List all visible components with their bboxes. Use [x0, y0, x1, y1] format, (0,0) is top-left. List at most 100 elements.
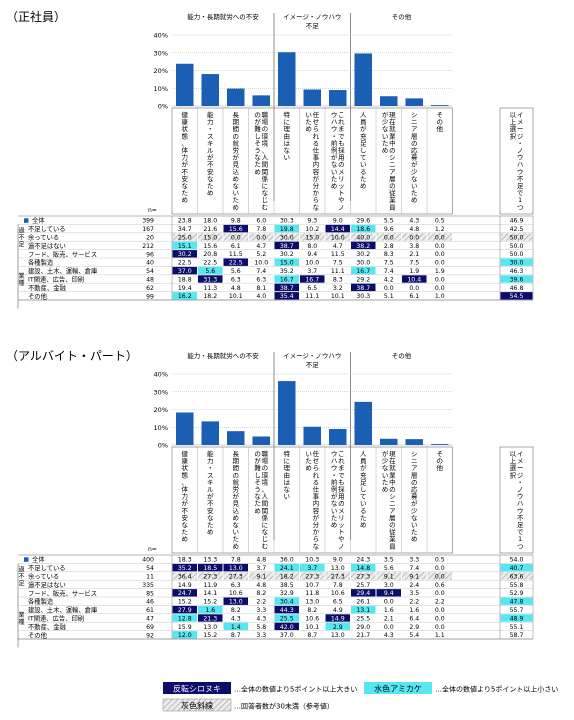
- category-label-char: ル: [207, 486, 214, 494]
- cell-highlight-high: [351, 589, 376, 597]
- category-label-char: な: [411, 514, 418, 522]
- category-label-char: 事: [313, 153, 320, 162]
- category-label-char: に: [262, 521, 269, 529]
- category-label-char: ウ: [331, 111, 338, 119]
- table-cell: 34.7: [178, 226, 192, 233]
- bar-9: [405, 98, 423, 106]
- category-label-char: な: [262, 189, 269, 197]
- category-label-char: 内: [313, 499, 320, 508]
- table-cell: 15.2: [178, 599, 192, 606]
- category-label-char: 員: [360, 118, 367, 126]
- table-cell: 13.0: [229, 599, 243, 606]
- category-label-char: は: [284, 139, 291, 147]
- table-cell: 8.3: [384, 251, 394, 258]
- category-label-char: 上: [510, 117, 517, 126]
- n-label: n=: [148, 207, 157, 214]
- table-row-label: 過不足はない: [28, 241, 66, 250]
- category-label-char: め: [331, 521, 338, 529]
- category-label-char: シ: [411, 450, 418, 458]
- category-label-char: め: [182, 535, 189, 543]
- row-group-label-char: 不: [18, 574, 24, 581]
- category-label-char: め: [254, 507, 261, 515]
- table-cell: 6.5: [333, 599, 343, 606]
- category-label-char: 力: [207, 456, 214, 465]
- table-cell: 50.0: [510, 251, 524, 258]
- category-label-char: ア: [389, 168, 396, 176]
- category-label-char: の: [233, 471, 240, 479]
- row-group-label-char: 業: [18, 611, 24, 619]
- bar-4: [278, 381, 296, 445]
- category-label-char: 境: [262, 138, 269, 147]
- legend: 反転シロヌキ …全体の数値より5ポイント以上大きい 水色アミカケ …全体の数値よ…: [162, 682, 558, 712]
- table-cell: 9.6: [384, 226, 394, 233]
- category-label-char: に: [284, 457, 291, 465]
- category-label-char: が: [313, 174, 320, 183]
- table-cell: 4.3: [231, 615, 241, 622]
- bar-5: [303, 89, 321, 106]
- bar-7: [354, 401, 372, 445]
- category-label-char: が: [207, 153, 214, 162]
- cell-highlight-high: [274, 605, 299, 614]
- category-label-char: 前: [331, 138, 338, 147]
- table-cell: 15.9: [178, 624, 192, 631]
- category-label-char: 従: [389, 188, 396, 197]
- category-label-char: ウ: [517, 168, 524, 176]
- table-cell: 1.6: [205, 607, 215, 614]
- table-cell: 3.5: [409, 590, 419, 597]
- cell-highlight-low: [172, 631, 197, 639]
- category-label-char: た: [254, 161, 261, 169]
- cell-highlight-low: [274, 597, 299, 605]
- table-cell: 31.3: [203, 276, 217, 283]
- category-label-char: の: [254, 450, 261, 458]
- table-cell: 55.1: [510, 624, 524, 631]
- table-row-n: 46: [146, 599, 154, 606]
- table-cell: 2.9: [333, 624, 343, 631]
- table-cell: 9.8: [231, 218, 241, 225]
- table-cell: 18.3: [178, 557, 192, 564]
- table-cell: 30.3: [356, 293, 370, 300]
- table-cell: 5.5: [384, 218, 394, 225]
- table-cell: 13.0: [331, 565, 345, 572]
- table-cell: 10.7: [305, 582, 319, 589]
- table-cell: 6.3: [256, 276, 266, 283]
- category-box: [171, 107, 453, 215]
- category-label-char: 応: [411, 485, 418, 494]
- y-tick-label: 20%: [154, 406, 168, 414]
- table-cell: 30.0: [510, 260, 524, 267]
- cell-highlight-high: [198, 275, 223, 283]
- category-label-char: の: [262, 464, 269, 472]
- category-label-char: 充: [360, 470, 367, 479]
- cell-highlight-high: [274, 283, 299, 292]
- table-cell: 47.8: [510, 599, 524, 606]
- table-cell: 1.0: [435, 293, 445, 300]
- table-row-n: 62: [146, 285, 154, 292]
- table-cell: 22.5: [229, 260, 243, 267]
- category-label-char: 在: [389, 456, 396, 465]
- category-label-char: 関: [262, 507, 269, 515]
- category-label-char: 例: [331, 485, 338, 494]
- category-label-char: ジ: [517, 132, 524, 140]
- table-cell: 1.9: [435, 268, 445, 275]
- category-label-char: 状: [182, 463, 189, 472]
- table-row-label: 建設、土木、運輸、倉庫: [28, 266, 98, 275]
- category-label-char: ハ: [517, 500, 524, 508]
- table-cell: 0.0: [435, 565, 445, 572]
- category-label-char: め: [305, 464, 312, 472]
- category-label-char: の: [233, 132, 240, 140]
- category-label-char: じ: [262, 535, 269, 543]
- table-cell: 4.8: [409, 226, 419, 233]
- table-cell: 8.2: [256, 590, 266, 597]
- cell-highlight-low: [500, 275, 533, 283]
- n-label: n=: [148, 546, 157, 553]
- category-label-char: 少: [382, 118, 389, 126]
- table-cell: 46.9: [510, 218, 524, 225]
- category-label-char: 環: [262, 471, 269, 479]
- table-row-label: 各種製造: [28, 597, 54, 606]
- category-label-char: た: [382, 139, 389, 147]
- table-cell: 1.6: [384, 607, 394, 614]
- category-label-char: 中: [389, 477, 396, 486]
- bar-3: [252, 95, 270, 106]
- category-label-char: 就: [389, 463, 396, 472]
- table-cell: 40.0: [356, 234, 370, 241]
- cell-highlight-low: [274, 275, 299, 283]
